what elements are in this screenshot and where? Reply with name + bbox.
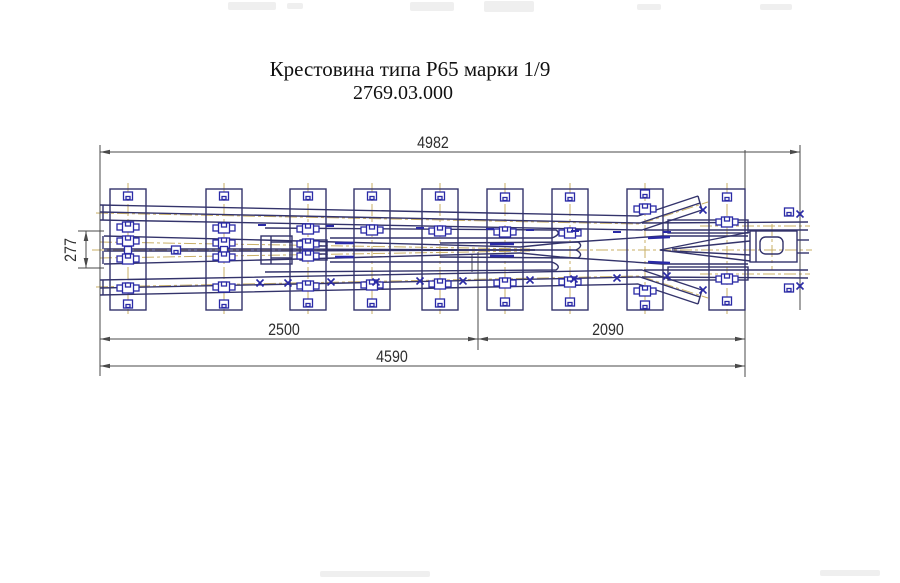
artifact-smudge: [287, 3, 303, 9]
dim-assembly-length: 4590: [376, 348, 408, 366]
artifact-smudge: [228, 2, 276, 10]
rail-geometry-layer: [99, 188, 809, 311]
artifact-smudge: [410, 2, 454, 11]
dim-throat-width: 277: [62, 238, 80, 262]
dimension-lines-layer: [78, 145, 801, 377]
artifact-smudge: [320, 571, 430, 577]
artifact-smudge: [820, 570, 880, 576]
drawing-number: 2769.03.000: [353, 82, 453, 104]
artifact-smudge: [484, 1, 534, 12]
dim-rear-length: 2090: [592, 321, 624, 339]
fasteners-layer: [116, 189, 805, 310]
dim-overall-length: 4982: [417, 134, 449, 152]
drawing-title: Крестовина типа Р65 марки 1/9: [269, 57, 551, 81]
artifact-smudge: [760, 4, 792, 10]
artifact-smudge: [637, 4, 661, 10]
dim-front-length: 2500: [268, 321, 300, 339]
